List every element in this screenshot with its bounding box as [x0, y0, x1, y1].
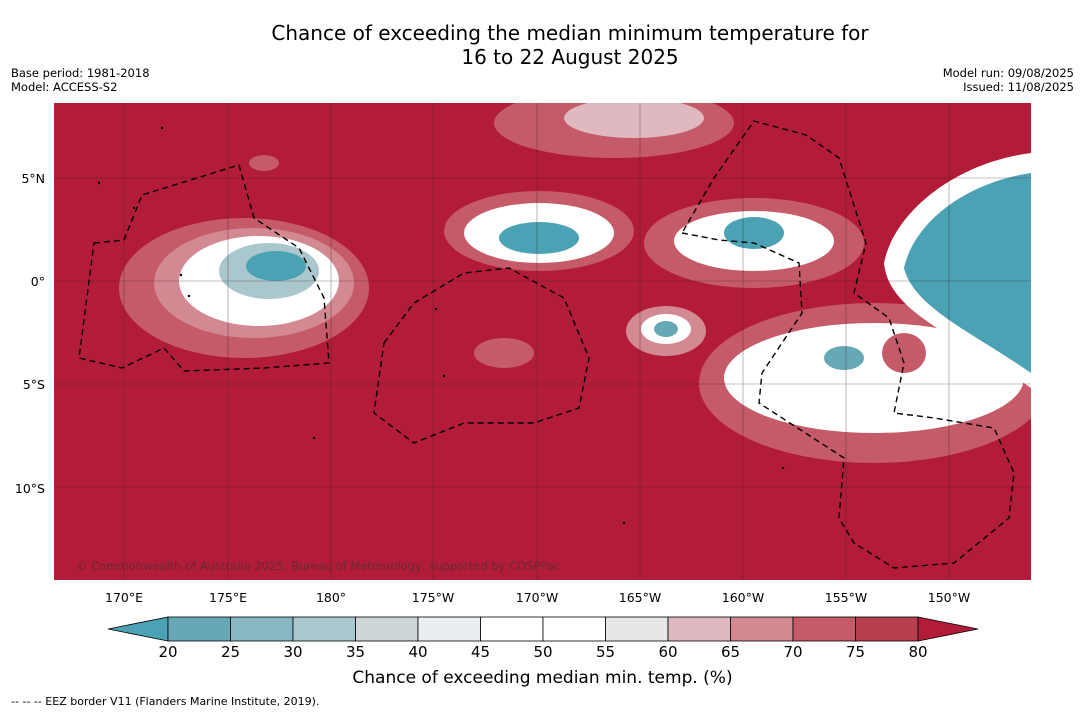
model-name: Model: ACCESS-S2 — [11, 80, 118, 94]
contour-region — [474, 338, 534, 368]
colorbar-tick-label: 65 — [720, 643, 741, 661]
island-marker — [97, 181, 101, 185]
title-line-2: 16 to 22 August 2025 — [461, 45, 679, 69]
island-marker — [442, 374, 446, 378]
colorbar-segment — [292, 616, 356, 642]
map-title: Chance of exceeding the median minimum t… — [0, 21, 1085, 69]
island-marker — [179, 273, 183, 277]
colorbar-tick-label: 30 — [283, 643, 303, 661]
contour-region — [824, 346, 864, 370]
eez-boundary — [680, 120, 1015, 569]
colorbar-segment — [667, 616, 731, 642]
colorbar-tick-label: 25 — [220, 643, 241, 661]
lon-label: 160°W — [721, 590, 765, 605]
map-canvas — [54, 103, 1031, 580]
forecast-map — [54, 103, 1031, 580]
colorbar-tick-label: 55 — [595, 643, 616, 661]
eez-borders — [78, 120, 1015, 569]
colorbar-segment — [167, 616, 231, 642]
island-dots — [97, 126, 785, 525]
colorbar-segment — [730, 616, 794, 642]
lat-label-0: 0° — [30, 274, 45, 289]
colorbar-over-arrow — [917, 616, 979, 642]
lon-label: 175°W — [411, 590, 455, 605]
colorbar-tick-label: 20 — [158, 643, 178, 661]
contour-region — [904, 173, 1031, 373]
contour-region — [499, 222, 579, 254]
issued-date: Issued: 11/08/2025 — [963, 80, 1074, 94]
contour-region — [654, 321, 678, 337]
colorbar-tick-label: 40 — [408, 643, 428, 661]
lon-label: 165°W — [618, 590, 662, 605]
model-run: Model run: 09/08/2025 — [942, 66, 1074, 80]
colorbar-segment — [855, 616, 919, 642]
lat-label-5n: 5°N — [21, 171, 45, 186]
colorbar — [107, 616, 979, 642]
island-marker — [312, 436, 316, 440]
colorbar-tick-label: 75 — [845, 643, 866, 661]
lat-label-10s: 10°S — [14, 481, 45, 496]
colorbar-segment — [355, 616, 419, 642]
contour-region — [246, 251, 306, 281]
eez-footnote: -- -- -- EEZ border V11 (Flanders Marine… — [11, 695, 320, 708]
island-marker — [132, 206, 136, 210]
contour-region — [564, 103, 704, 138]
eez-boundary — [373, 267, 590, 444]
colorbar-segment — [230, 616, 294, 642]
contour-region — [724, 217, 784, 249]
colorbar-segment — [417, 616, 481, 642]
island-marker — [187, 294, 191, 298]
lon-label: 170°E — [104, 590, 144, 605]
lon-label: 150°W — [927, 590, 971, 605]
colorbar-tick-label: 50 — [533, 643, 553, 661]
base-period: Base period: 1981-2018 — [11, 66, 150, 80]
copyright-notice: © Commonwealth of Australia 2025, Bureau… — [76, 559, 561, 573]
eez-boundary — [78, 164, 330, 372]
lat-label-5s: 5°S — [22, 377, 45, 392]
lon-label: 170°W — [515, 590, 559, 605]
probability-contours — [119, 103, 1031, 463]
colorbar-tick-label: 35 — [345, 643, 366, 661]
meta-left: Base period: 1981-2018 Model: ACCESS-S2 — [11, 66, 150, 94]
colorbar-tick-label: 60 — [658, 643, 678, 661]
contour-region — [249, 155, 279, 171]
colorbar-segment — [792, 616, 856, 642]
island-marker — [434, 307, 438, 311]
colorbar-segment — [542, 616, 606, 642]
colorbar-tick-label: 45 — [470, 643, 491, 661]
lon-label: 175°E — [208, 590, 248, 605]
colorbar-segment — [480, 616, 544, 642]
colorbar-under-arrow — [107, 616, 169, 642]
grid-lines — [54, 103, 1031, 580]
contour-region — [882, 333, 926, 373]
colorbar-tick-label: 70 — [783, 643, 803, 661]
meta-right: Model run: 09/08/2025 Issued: 11/08/2025 — [943, 66, 1074, 94]
colorbar-graphic — [107, 616, 979, 642]
island-marker — [781, 466, 785, 470]
lon-label: 180° — [315, 590, 347, 605]
island-marker — [160, 126, 164, 130]
colorbar-tick-label: 80 — [908, 643, 928, 661]
colorbar-caption: Chance of exceeding median min. temp. (%… — [352, 668, 733, 688]
island-marker — [622, 521, 626, 525]
lon-label: 155°W — [824, 590, 868, 605]
colorbar-segment — [605, 616, 669, 642]
title-line-1: Chance of exceeding the median minimum t… — [271, 21, 869, 45]
